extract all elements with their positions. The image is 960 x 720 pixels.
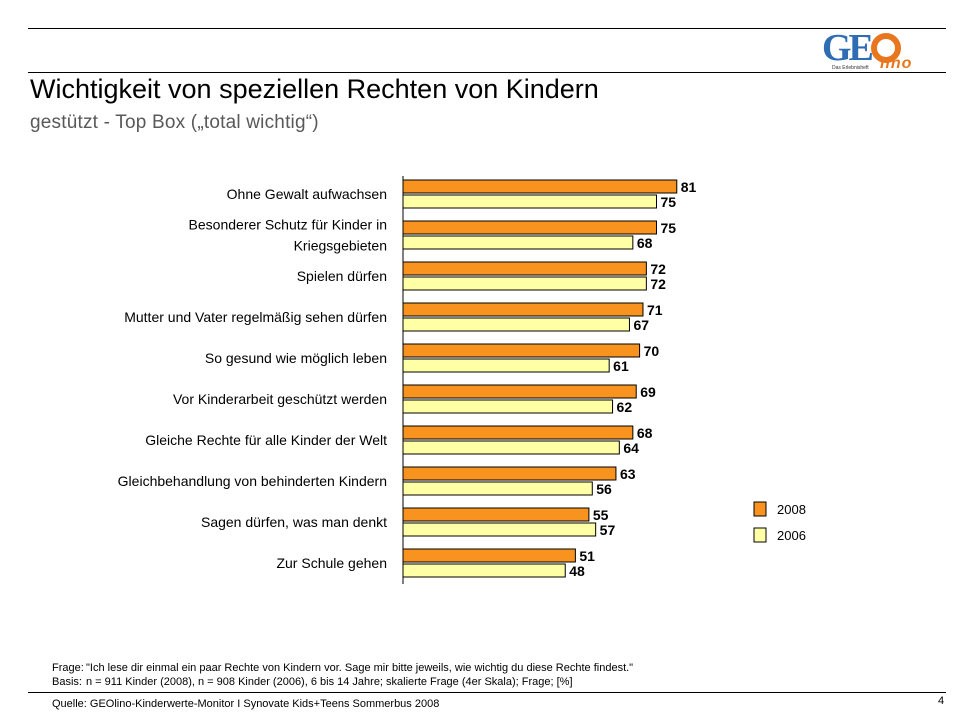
svg-text:Das Erlebnisheft: Das Erlebnisheft [832, 65, 869, 71]
value-label-2006: 64 [623, 440, 639, 456]
bar-2006 [402, 235, 634, 250]
value-label-2006: 48 [569, 563, 585, 579]
basis-row: Basis: n = 911 Kinder (2008), n = 908 Ki… [52, 675, 633, 689]
basis-text: n = 911 Kinder (2008), n = 908 Kinder (2… [86, 676, 573, 688]
bar-2006 [402, 563, 566, 578]
value-label-2008: 75 [661, 220, 677, 236]
value-label-2008: 68 [637, 425, 653, 441]
value-label-2008: 70 [644, 343, 660, 359]
page-title: Wichtigkeit von speziellen Rechten von K… [30, 74, 599, 104]
bar-2008 [402, 507, 590, 522]
bar-2008 [402, 425, 634, 440]
category-label: Ohne Gewalt aufwachsen [227, 186, 387, 202]
category-label: Gleichbehandlung von behinderten Kindern [118, 473, 387, 489]
source-note: Quelle: GEOlino-Kinderwerte-Monitor I Sy… [52, 698, 440, 710]
bar-2006 [402, 440, 620, 455]
category-label: Sagen dürfen, was man denkt [201, 514, 387, 530]
category-label: Mutter und Vater regelmäßig sehen dürfen [124, 309, 387, 325]
value-label-2006: 72 [650, 276, 666, 292]
bar-2008 [402, 384, 637, 399]
title-rule [28, 72, 946, 73]
value-label-2008: 63 [620, 466, 636, 482]
value-label-2008: 81 [681, 179, 697, 195]
bar-2008 [402, 343, 641, 358]
value-label-2006: 62 [617, 399, 633, 415]
category-label: Besonderer Schutz für Kinder in [189, 217, 387, 233]
value-label-2008: 71 [647, 302, 663, 318]
bar-2006 [402, 358, 610, 373]
legend-label-2008: 2008 [777, 502, 806, 517]
legend-label-2006: 2006 [777, 528, 806, 543]
category-label: Vor Kinderarbeit geschützt werden [173, 391, 387, 407]
value-label-2006: 68 [637, 235, 653, 251]
bar-2006 [402, 399, 614, 414]
value-label-2008: 69 [640, 384, 656, 400]
bar-2008 [402, 548, 576, 563]
value-label-2008: 55 [593, 507, 609, 523]
bar-2008 [402, 220, 657, 235]
svg-text:lino: lino [880, 55, 912, 72]
bar-2006 [402, 481, 593, 496]
value-label-2006: 67 [633, 317, 649, 333]
bar-2006 [402, 317, 630, 332]
value-label-2006: 61 [613, 358, 629, 374]
page-subtitle: gestützt - Top Box („total wichtig“) [30, 112, 319, 133]
frage-text: "Ich lese dir einmal ein paar Rechte von… [86, 662, 634, 674]
category-label: Kriegsgebieten [294, 238, 387, 254]
value-label-2006: 75 [661, 194, 677, 210]
bar-2006 [402, 276, 647, 291]
top-rule [28, 28, 946, 29]
value-label-2006: 57 [600, 522, 616, 538]
value-label-2008: 72 [650, 261, 666, 277]
category-label: Zur Schule gehen [276, 555, 387, 571]
frage-row: Frage: "Ich lese dir einmal ein paar Rec… [52, 661, 633, 675]
basis-key: Basis: [52, 676, 82, 688]
bar-2008 [402, 179, 678, 194]
category-label: Spielen dürfen [297, 268, 387, 284]
category-label: So gesund wie möglich leben [205, 350, 387, 366]
bottom-rule [28, 692, 946, 693]
bar-2006 [402, 194, 657, 209]
legend-swatch-2008 [753, 501, 767, 517]
frage-key: Frage: [52, 662, 84, 674]
footnote: Frage: "Ich lese dir einmal ein paar Rec… [52, 661, 633, 689]
value-label-2008: 51 [579, 548, 595, 564]
category-label: Gleiche Rechte für alle Kinder der Welt [145, 432, 387, 448]
bar-2006 [402, 522, 597, 537]
bar-2008 [402, 466, 617, 481]
page-number: 4 [938, 695, 945, 707]
bar-2008 [402, 261, 647, 276]
svg-text:GE: GE [822, 30, 873, 69]
geolino-logo: GE lino Das Erlebnisheft [822, 30, 912, 72]
legend-swatch-2006 [753, 527, 767, 543]
bar-2008 [402, 302, 644, 317]
value-label-2006: 56 [596, 481, 612, 497]
